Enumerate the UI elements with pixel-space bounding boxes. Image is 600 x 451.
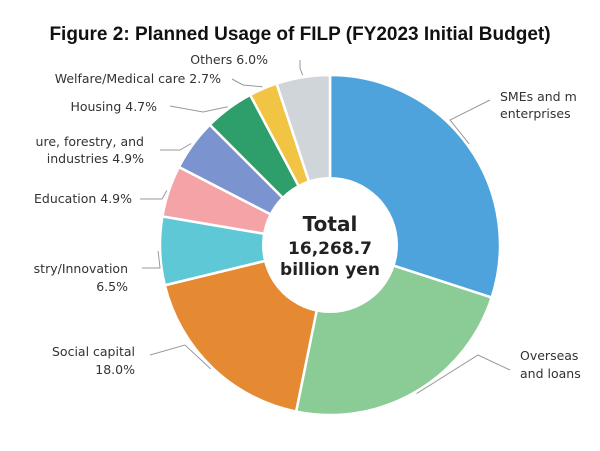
slice-label-7-line-1: Housing 4.7% — [70, 99, 157, 114]
leader-line-6 — [160, 143, 192, 151]
leader-line-4 — [142, 250, 161, 269]
chart-title: Figure 2: Planned Usage of FILP (FY2023 … — [49, 24, 551, 45]
slice-label-6-line-2: industries 4.9% — [47, 151, 144, 166]
slice-label-3-line-2: 18.0% — [95, 362, 135, 377]
slice-label-2-line-1: Overseas — [520, 348, 578, 363]
slice-label-1-line-2: enterprises — [500, 106, 571, 121]
donut-hole — [262, 177, 398, 313]
slice-label-3-line-1: Social capital — [52, 344, 135, 359]
slice-label-8-line-1: Welfare/Medical care 2.7% — [55, 71, 221, 86]
slice-label-9-line-1: Others 6.0% — [190, 52, 268, 67]
leader-line-1 — [449, 99, 491, 145]
leader-line-2 — [416, 354, 511, 395]
center-total-label: Total — [303, 212, 358, 236]
center-total-unit: billion yen — [280, 260, 380, 280]
leader-line-5 — [140, 190, 168, 200]
slice-label-4-line-2: 6.5% — [96, 279, 128, 294]
slice-label-5-line-1: Education 4.9% — [34, 191, 132, 206]
slice-label-4-line-1: stry/Innovation — [34, 261, 128, 276]
center-total-value: 16,268.7 — [288, 239, 372, 259]
leader-line-3 — [149, 344, 212, 370]
leader-line-7 — [169, 105, 228, 113]
slice-label-1-line-1: SMEs and m — [500, 89, 577, 104]
slice-label-2-line-2: and loans — [520, 366, 581, 381]
leader-line-9 — [299, 60, 304, 76]
leader-line-8 — [231, 78, 263, 88]
slice-label-6-line-1: ure, forestry, and — [36, 134, 144, 149]
